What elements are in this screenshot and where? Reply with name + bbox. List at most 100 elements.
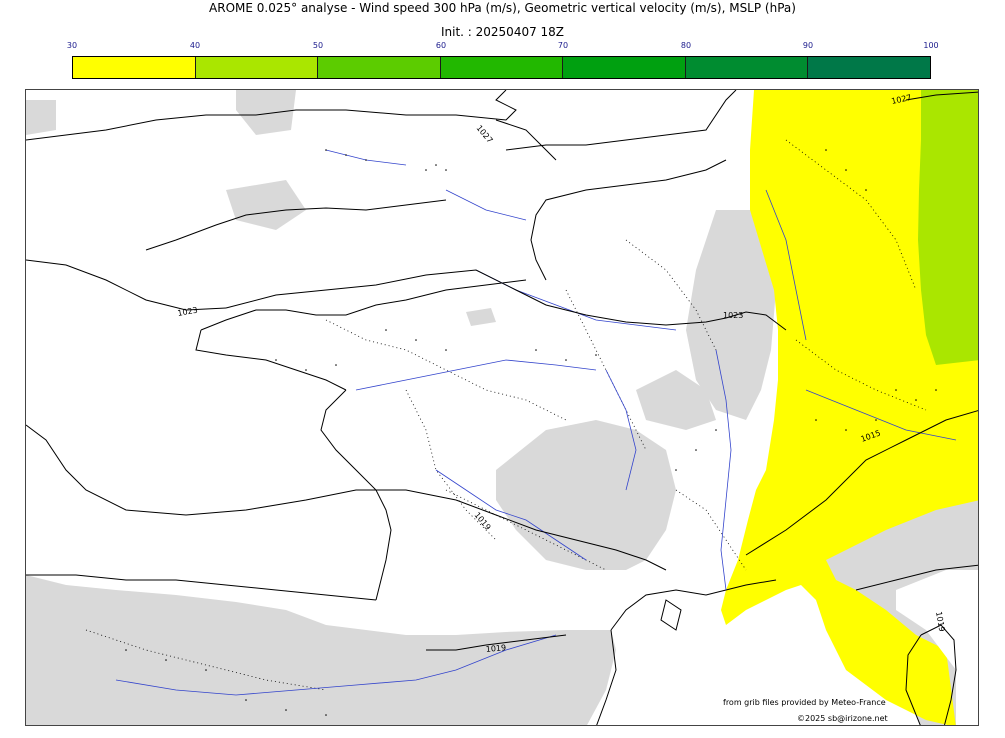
borders [85, 139, 927, 691]
admin-border [325, 319, 567, 421]
coastline [660, 599, 682, 631]
map-panel[interactable]: 1027 1027 1023 1023 1019 1019 1019 1015 … [25, 89, 979, 726]
source-credit: from grib files provided by Meteo-France [723, 698, 886, 707]
isobar [905, 91, 978, 101]
isobar-label: 1019 [934, 611, 946, 633]
vv-dot [825, 149, 827, 151]
map-canvas: 1027 1027 1023 1023 1019 1019 1019 1015 [26, 90, 978, 725]
colorbar-tick-label: 60 [435, 41, 447, 50]
river [435, 469, 587, 561]
vv-dot [425, 169, 427, 171]
vv-dot [845, 169, 847, 171]
vv-dot [695, 449, 697, 451]
vv-dot [565, 359, 567, 361]
river [325, 149, 407, 166]
vv-dot [845, 429, 847, 431]
orography-area [26, 100, 56, 135]
orography-area [496, 420, 676, 570]
coastline [200, 279, 527, 331]
vv-dot [125, 649, 127, 651]
vv-dot [325, 149, 327, 151]
colorbar-tick-label: 30 [66, 41, 78, 50]
vv-dot [935, 389, 937, 391]
vv-dot [415, 339, 417, 341]
isobar [26, 259, 227, 311]
admin-border [675, 489, 747, 571]
isobar [455, 499, 667, 571]
isobar-label: 1019 [472, 511, 492, 532]
colorbar-segment [808, 57, 931, 78]
orography-area [26, 575, 616, 725]
vv-dot [445, 169, 447, 171]
isobar-label: 1027 [891, 93, 913, 106]
vv-dot [205, 669, 207, 671]
isobar [426, 634, 567, 651]
colorbar-segment [73, 57, 196, 78]
isobar [745, 410, 978, 556]
vv-dot [865, 189, 867, 191]
vv-dot [285, 709, 287, 711]
admin-border [625, 239, 717, 351]
wind-speed-fill [721, 90, 978, 725]
vv-dot [915, 399, 917, 401]
isobar-label: 1027 [474, 124, 494, 145]
colorbar-tick-label: 90 [802, 41, 814, 50]
coastline [905, 624, 957, 725]
coastline [195, 329, 347, 391]
vv-dot [875, 419, 877, 421]
colorbar-tick-label: 70 [557, 41, 569, 50]
vv-dot [365, 159, 367, 161]
coastline [505, 90, 737, 151]
vv-dot [345, 154, 347, 156]
admin-border [785, 139, 917, 291]
coastline [596, 629, 617, 725]
vv-dot [335, 364, 337, 366]
vv-dot [445, 349, 447, 351]
colorbar-segment [318, 57, 441, 78]
colorbar-tick-label: 40 [189, 41, 201, 50]
coastline [855, 564, 978, 591]
river [115, 634, 557, 696]
colorbar-tick-label: 50 [312, 41, 324, 50]
river [765, 189, 807, 341]
coastline [610, 579, 777, 631]
rivers [115, 149, 957, 696]
colorbar-segment [195, 57, 319, 78]
river [475, 269, 677, 331]
colorbar-tick-label: 100 [923, 41, 939, 50]
init-time: Init. : 20250407 18Z [440, 25, 565, 39]
isobar-label: 1019 [485, 643, 506, 654]
map-land [896, 570, 978, 725]
isobar [225, 269, 727, 326]
copyright-credit: ©2025 sb@irizone.net [797, 714, 888, 723]
isobar [26, 424, 457, 516]
coastline [175, 199, 447, 241]
vv-dot [435, 164, 437, 166]
vv-dot [165, 659, 167, 661]
vv-dot [715, 429, 717, 431]
vv-dot [895, 389, 897, 391]
vv-dot [595, 354, 597, 356]
river [605, 369, 637, 491]
isobar-label: 1023 [723, 311, 743, 320]
coastline [530, 159, 727, 281]
vv-dot [305, 369, 307, 371]
river [445, 189, 527, 221]
orography-area [236, 90, 296, 135]
river [715, 349, 732, 591]
colorbar-segment [440, 57, 564, 78]
vv-dot [275, 359, 277, 361]
isobar [725, 311, 787, 331]
orography-area [466, 308, 496, 326]
orography-area [686, 210, 776, 420]
isobar [495, 119, 557, 161]
colorbar-scale [72, 56, 931, 79]
orography-area [226, 180, 306, 230]
coastline [26, 90, 517, 141]
chart-title: AROME 0.025° analyse - Wind speed 300 hP… [209, 1, 796, 15]
admin-border [795, 339, 927, 411]
vertical-velocity-dots [125, 149, 937, 716]
vv-dot [385, 329, 387, 331]
wind-band-40-50 [918, 90, 978, 365]
coastline [26, 574, 377, 601]
